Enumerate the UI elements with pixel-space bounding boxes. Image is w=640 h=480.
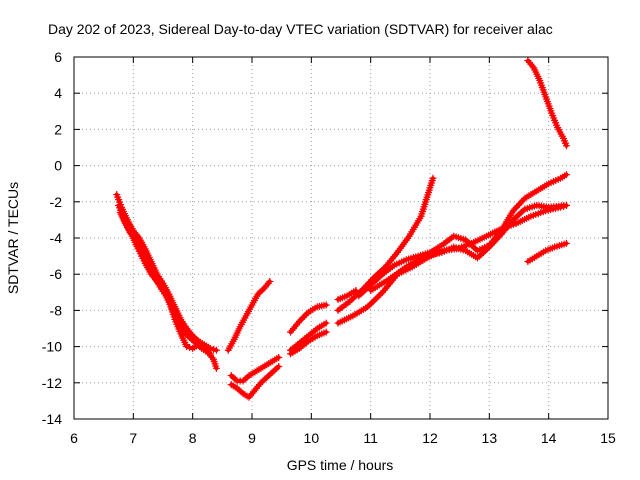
chart-title: Day 202 of 2023, Sidereal Day-to-day VTE… [48, 21, 553, 37]
x-tick-labels: 6 7 8 9 10 11 12 13 14 15 [70, 430, 616, 446]
x-axis-title: GPS time / hours [287, 457, 394, 473]
y-tick-label: -8 [50, 302, 63, 318]
series-markers [334, 201, 570, 327]
grid-layer [74, 57, 608, 419]
y-axis-title: SDTVAR / TECUs [5, 182, 21, 294]
series-markers [224, 277, 274, 354]
data-series-track-10 [334, 286, 360, 304]
data-series-track-4 [224, 277, 274, 354]
data-series-track-16 [524, 57, 570, 150]
series-markers [116, 209, 214, 358]
data-series-track-15 [524, 239, 570, 266]
x-tick-label: 15 [600, 430, 616, 446]
y-tick-label: 6 [54, 49, 62, 65]
x-tick-label: 11 [363, 430, 378, 446]
y-tick-label: -10 [42, 339, 62, 355]
series-trace [114, 192, 219, 353]
y-tick-label: -4 [50, 230, 63, 246]
y-tick-label: 2 [54, 121, 62, 137]
series-markers [334, 174, 437, 314]
series-markers [524, 239, 570, 266]
series-markers [524, 57, 570, 150]
y-tick-label: -6 [50, 266, 63, 282]
series-markers [227, 353, 283, 385]
data-series-track-8 [287, 319, 330, 354]
y-tick-labels: -14 -12 -10 -8 -6 -4 -2 0 2 4 6 [42, 49, 62, 427]
x-tick-label: 8 [189, 430, 197, 446]
series-markers [355, 171, 570, 300]
y-tick-label: 4 [54, 85, 62, 101]
y-tick-label: -2 [50, 194, 63, 210]
series-markers [113, 191, 220, 354]
data-series-track-1 [113, 191, 220, 354]
series-markers [287, 301, 330, 336]
y-tick-label: -14 [42, 411, 62, 427]
x-tick-label: 7 [129, 430, 137, 446]
data-series-track-3 [116, 209, 214, 358]
y-tick-label: 0 [54, 158, 62, 174]
x-tick-label: 6 [70, 430, 78, 446]
series-markers [367, 201, 570, 294]
data-series-track-7 [287, 301, 330, 336]
series-markers [287, 319, 330, 354]
series-markers [227, 363, 283, 401]
data-series-track-14 [367, 201, 570, 294]
x-tick-label: 9 [248, 430, 256, 446]
series-markers [287, 328, 330, 358]
plot-frame [73, 56, 609, 420]
x-tick-label: 14 [541, 430, 557, 446]
y-tick-label: -12 [42, 375, 62, 391]
data-series-track-12 [334, 201, 570, 327]
data-series-track-6 [227, 363, 283, 401]
data-series-track-5 [227, 353, 283, 385]
x-tick-label: 12 [422, 430, 438, 446]
x-tick-label: 10 [304, 430, 320, 446]
data-series-track-13 [355, 171, 570, 300]
x-tick-label: 13 [482, 430, 498, 446]
series-markers [334, 286, 360, 304]
series-layer [113, 57, 570, 401]
data-series-track-9 [287, 328, 330, 358]
data-series-track-11 [334, 174, 437, 314]
